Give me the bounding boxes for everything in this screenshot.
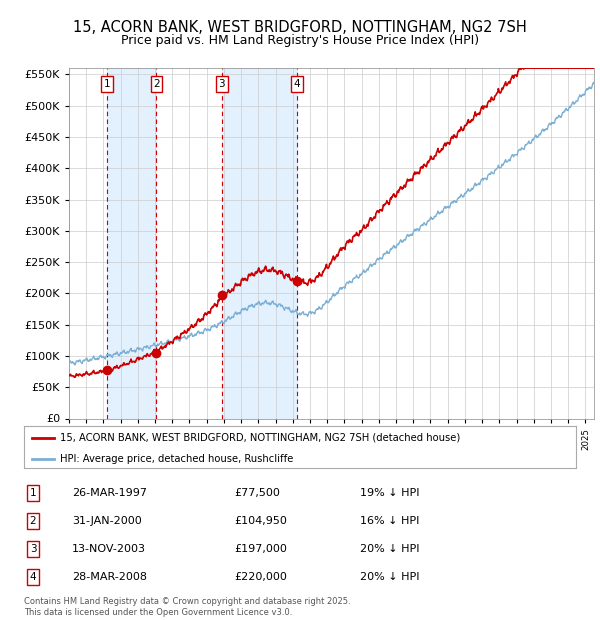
Text: 3: 3 — [29, 544, 37, 554]
Text: 2: 2 — [29, 516, 37, 526]
Bar — [221, 68, 297, 418]
Text: 16% ↓ HPI: 16% ↓ HPI — [360, 516, 419, 526]
Text: 3: 3 — [218, 79, 225, 89]
Text: £77,500: £77,500 — [234, 488, 280, 498]
Text: £197,000: £197,000 — [234, 544, 287, 554]
Text: £220,000: £220,000 — [234, 572, 287, 582]
Text: HPI: Average price, detached house, Rushcliffe: HPI: Average price, detached house, Rush… — [60, 454, 293, 464]
Text: 20% ↓ HPI: 20% ↓ HPI — [360, 572, 419, 582]
Text: 1: 1 — [29, 488, 37, 498]
Text: 28-MAR-2008: 28-MAR-2008 — [72, 572, 147, 582]
Text: 2: 2 — [153, 79, 160, 89]
Text: Price paid vs. HM Land Registry's House Price Index (HPI): Price paid vs. HM Land Registry's House … — [121, 34, 479, 47]
Text: 15, ACORN BANK, WEST BRIDGFORD, NOTTINGHAM, NG2 7SH: 15, ACORN BANK, WEST BRIDGFORD, NOTTINGH… — [73, 20, 527, 35]
Text: 20% ↓ HPI: 20% ↓ HPI — [360, 544, 419, 554]
Text: 4: 4 — [293, 79, 300, 89]
Bar — [107, 68, 157, 418]
Text: 19% ↓ HPI: 19% ↓ HPI — [360, 488, 419, 498]
Text: 26-MAR-1997: 26-MAR-1997 — [72, 488, 147, 498]
Text: Contains HM Land Registry data © Crown copyright and database right 2025.
This d: Contains HM Land Registry data © Crown c… — [24, 598, 350, 617]
Text: £104,950: £104,950 — [234, 516, 287, 526]
Text: 31-JAN-2000: 31-JAN-2000 — [72, 516, 142, 526]
Text: 4: 4 — [29, 572, 37, 582]
Text: 13-NOV-2003: 13-NOV-2003 — [72, 544, 146, 554]
Text: 15, ACORN BANK, WEST BRIDGFORD, NOTTINGHAM, NG2 7SH (detached house): 15, ACORN BANK, WEST BRIDGFORD, NOTTINGH… — [60, 433, 460, 443]
Text: 1: 1 — [104, 79, 110, 89]
